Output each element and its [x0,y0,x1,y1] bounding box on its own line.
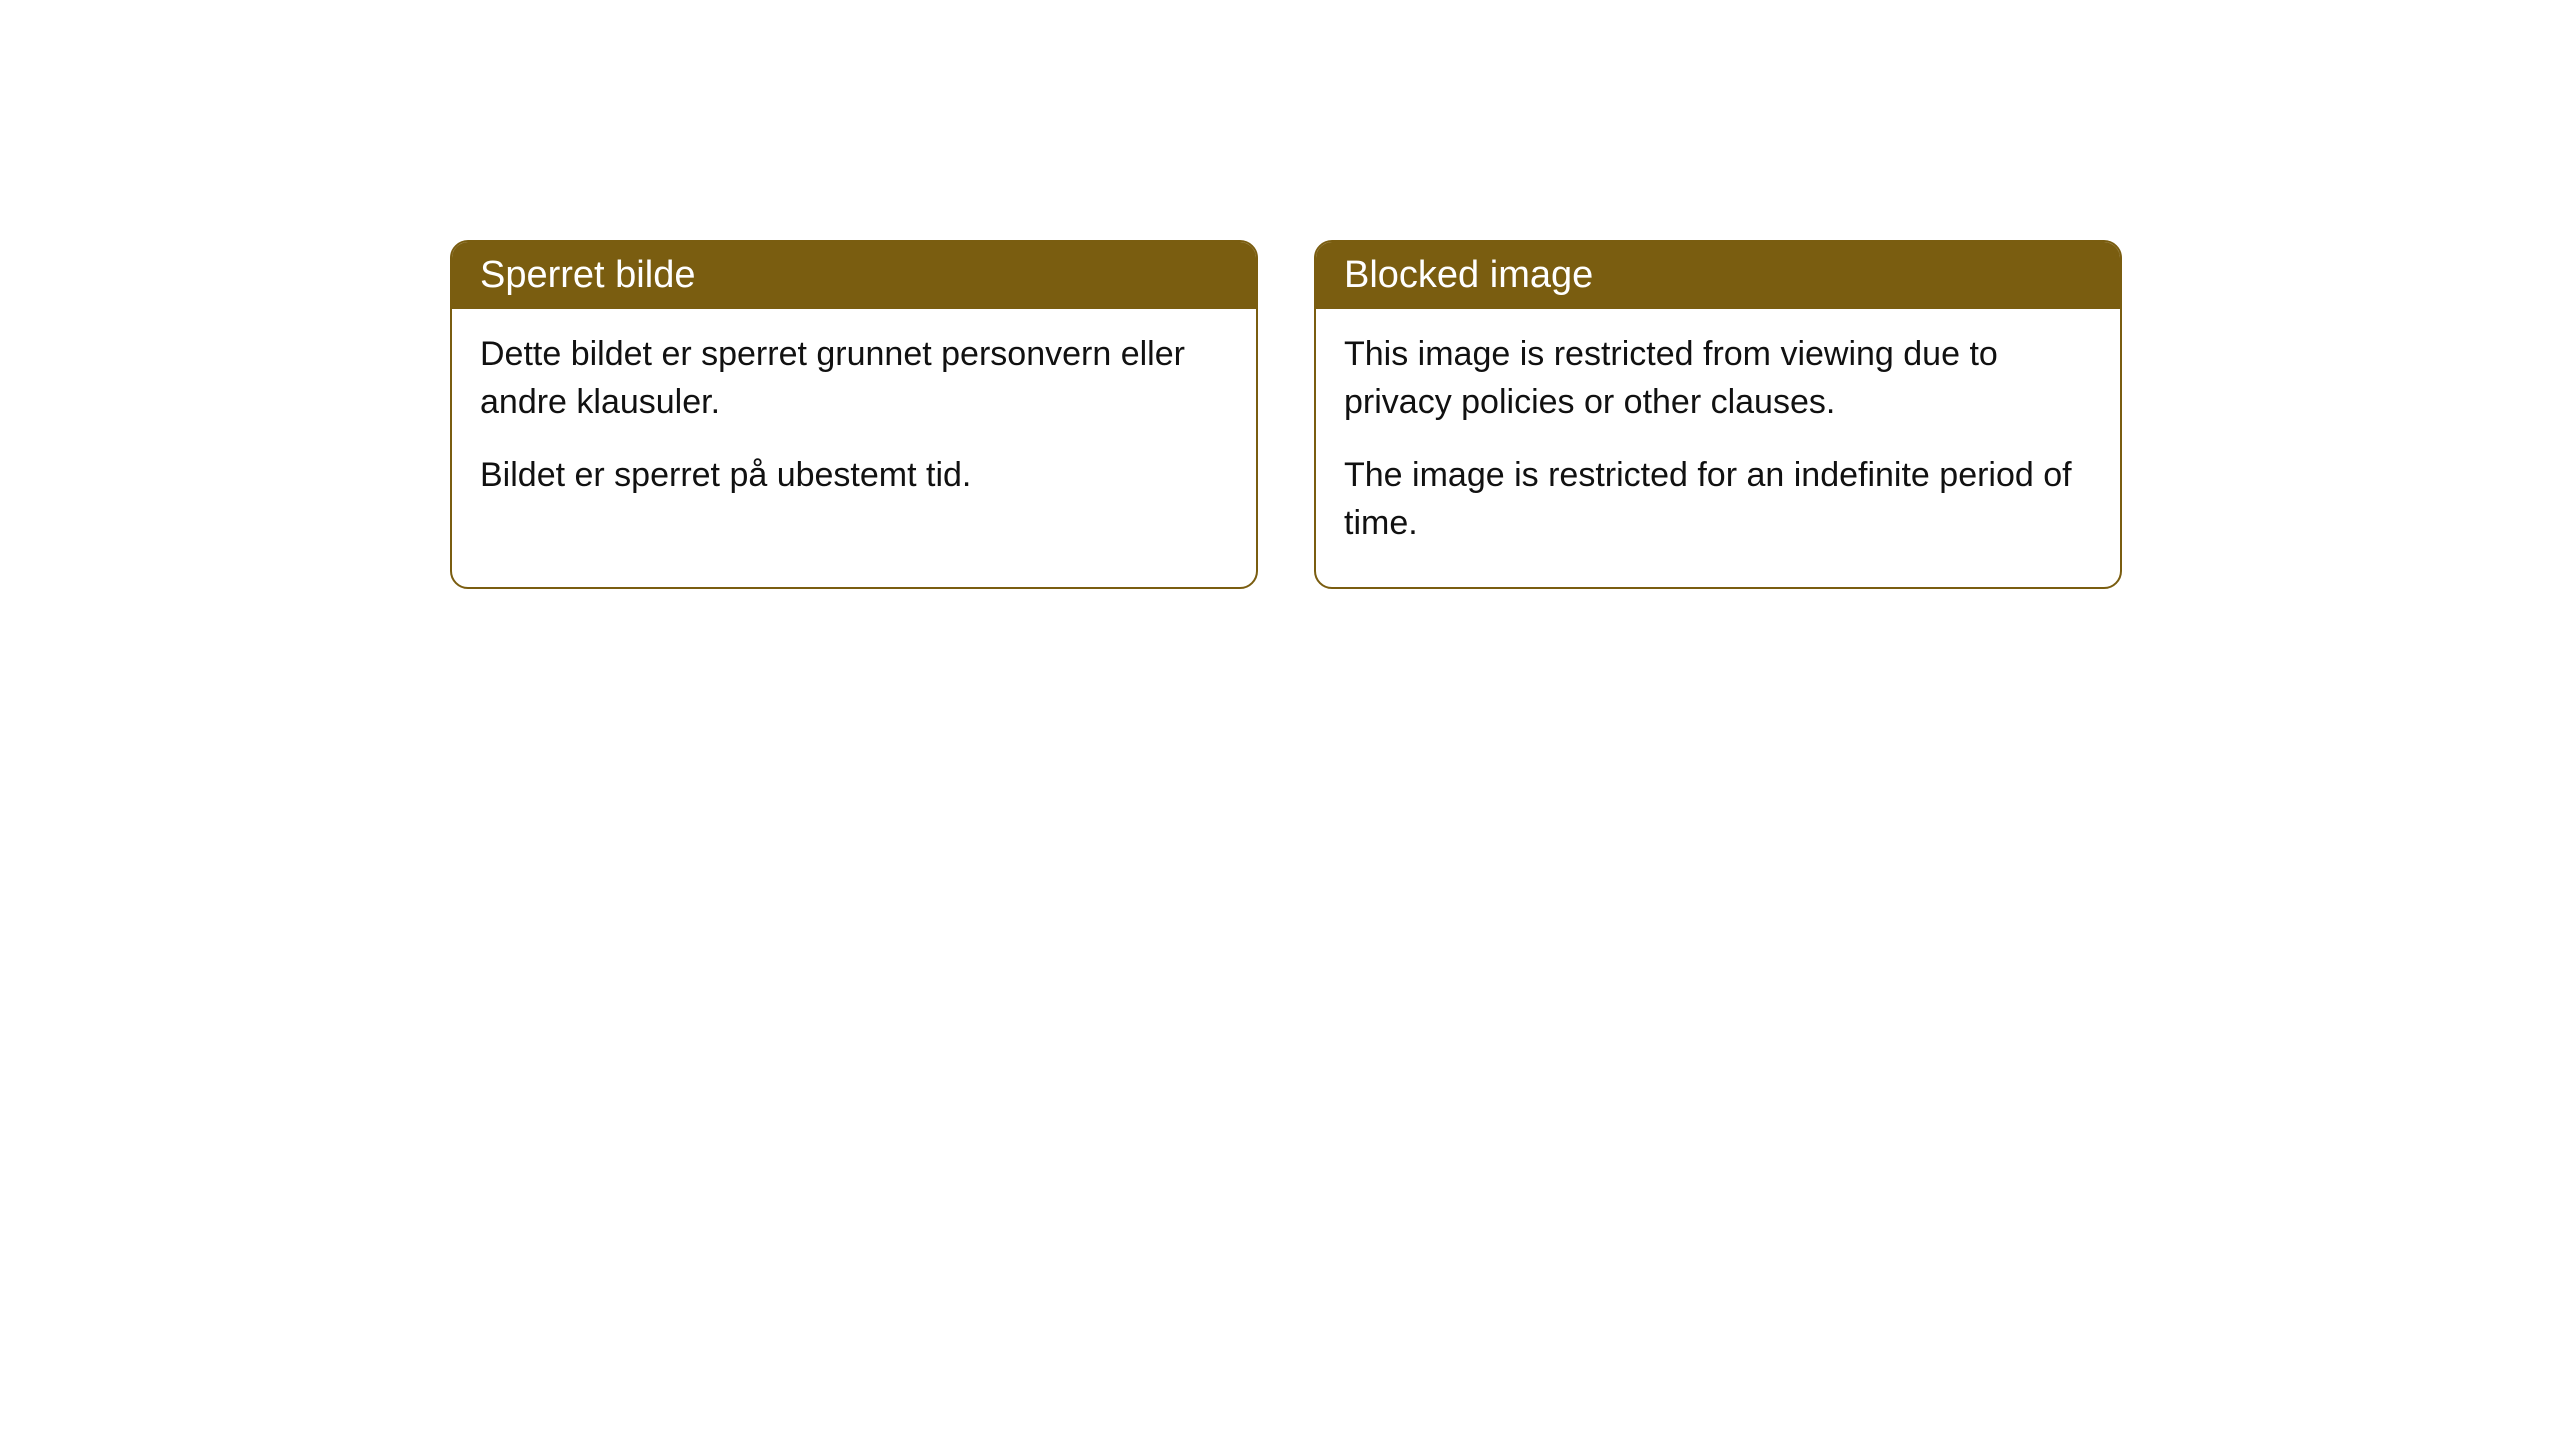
notice-container: Sperret bilde Dette bildet er sperret gr… [450,240,2122,589]
notice-card-norwegian: Sperret bilde Dette bildet er sperret gr… [450,240,1258,589]
card-paragraph: The image is restricted for an indefinit… [1344,452,2092,547]
card-paragraph: This image is restricted from viewing du… [1344,331,2092,426]
notice-card-english: Blocked image This image is restricted f… [1314,240,2122,589]
card-title-norwegian: Sperret bilde [452,242,1256,309]
card-title-english: Blocked image [1316,242,2120,309]
card-body-norwegian: Dette bildet er sperret grunnet personve… [452,309,1256,540]
card-paragraph: Dette bildet er sperret grunnet personve… [480,331,1228,426]
card-paragraph: Bildet er sperret på ubestemt tid. [480,452,1228,500]
card-body-english: This image is restricted from viewing du… [1316,309,2120,587]
